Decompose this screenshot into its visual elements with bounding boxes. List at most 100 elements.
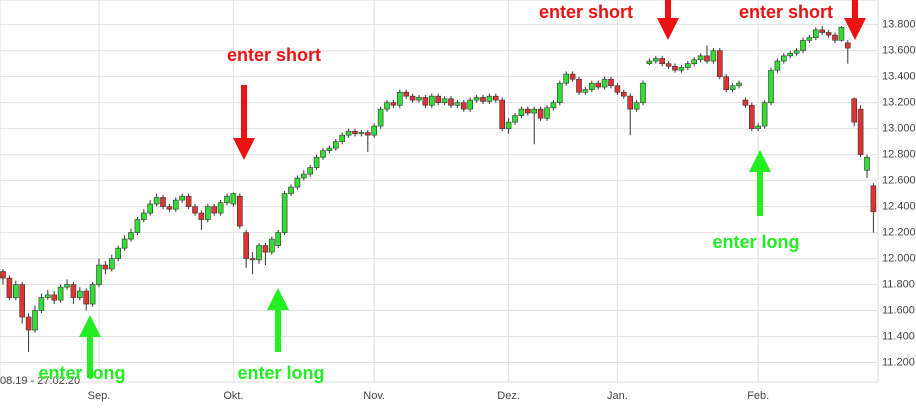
candle-body (77, 290, 83, 298)
candle-body (134, 219, 141, 233)
arrow-head (749, 150, 771, 172)
candle-body (492, 95, 499, 101)
candle-body (198, 212, 205, 220)
arrow-shaft (852, 0, 858, 18)
candle-body (339, 134, 346, 142)
annotation: enter short (539, 2, 633, 22)
candle-body (38, 297, 45, 311)
candle-body (812, 29, 819, 38)
y-tick-label: 13.800 (882, 19, 916, 31)
candle-body (428, 95, 435, 106)
candle-body (454, 102, 461, 106)
arrow-shaft (87, 337, 93, 378)
arrow-shaft (275, 310, 281, 352)
candle-body (524, 108, 531, 114)
candle-body (352, 130, 358, 135)
candle-body (544, 107, 550, 119)
annotation: enter short (227, 45, 321, 65)
candle-body (25, 316, 32, 331)
candle-body (262, 245, 269, 253)
candle-body (665, 63, 672, 67)
candle-body (281, 193, 288, 233)
x-tick-label: Feb. (747, 390, 769, 402)
candle-body (237, 195, 243, 227)
candle-body (141, 212, 147, 220)
candle-body (44, 294, 51, 298)
candle-body (409, 95, 416, 101)
candle-body (13, 284, 19, 298)
candle-body (313, 156, 320, 168)
candle-body (435, 95, 442, 103)
candle-body (480, 97, 486, 102)
candle-body (64, 284, 70, 288)
candle-body (403, 91, 410, 97)
candle-body (659, 58, 666, 64)
candle-body (582, 89, 589, 93)
candle-body (115, 247, 121, 259)
candle-body (121, 238, 128, 249)
candle-body (793, 50, 800, 54)
candle-body (32, 310, 38, 331)
candle-body (288, 186, 294, 194)
y-tick-label: 13.400 (882, 71, 916, 83)
y-tick-label: 12.400 (882, 200, 916, 212)
candle-body (128, 232, 134, 240)
candle-body (70, 284, 77, 298)
candle-body (230, 193, 237, 205)
candle-body (556, 82, 563, 103)
candle-body (416, 97, 422, 101)
y-tick-label: 12.800 (882, 149, 916, 161)
candle-body (147, 203, 153, 214)
y-tick-label: 13.200 (882, 97, 916, 109)
candle-body (672, 65, 678, 71)
y-tick-label: 13.600 (882, 45, 916, 57)
candle-body (652, 58, 659, 62)
candle-body (358, 132, 365, 135)
candle-body (371, 125, 378, 136)
candle-body (89, 284, 96, 305)
candle-body (787, 52, 794, 57)
candle-body (838, 26, 845, 41)
candle-body (505, 121, 512, 129)
arrow-head (79, 315, 101, 337)
plot-area (0, 0, 879, 383)
candle-body (185, 195, 192, 207)
candle-body (640, 82, 646, 103)
candle-body (716, 50, 723, 77)
candle-body (832, 34, 838, 41)
annotation: enter long (712, 232, 799, 252)
candle-body (384, 102, 390, 110)
candle-body (179, 195, 185, 201)
candle-body (588, 82, 595, 90)
candle-body (761, 102, 768, 127)
annotation: enter long (237, 363, 324, 383)
arrow-shaft (757, 172, 763, 216)
candle-body (595, 82, 602, 88)
candle-body (704, 55, 710, 62)
candle-body (448, 98, 454, 106)
date-range: 08.19 - 27.02.20 (0, 375, 80, 387)
candle-body (518, 108, 525, 116)
arrow-head (267, 288, 289, 310)
candle-body (742, 99, 749, 106)
candle-body (736, 82, 742, 87)
candle-body (678, 67, 685, 71)
arrow-shaft (241, 85, 247, 138)
candle-body (748, 104, 755, 129)
candle-body (249, 258, 256, 261)
candle-body (243, 232, 249, 259)
candle-body (870, 185, 877, 213)
y-tick-label: 11.600 (882, 304, 915, 316)
y-tick-label: 11.200 (882, 356, 915, 368)
arrow-head (657, 18, 679, 40)
candle-body (217, 202, 224, 214)
candle-body (377, 108, 384, 127)
y-tick-label: 11.800 (882, 278, 915, 290)
candle-body (364, 132, 371, 136)
candle-body (627, 95, 634, 110)
candle-body (153, 197, 160, 205)
candle-body (774, 60, 781, 71)
candle-body (96, 264, 102, 285)
annotation: enter short (739, 2, 833, 22)
